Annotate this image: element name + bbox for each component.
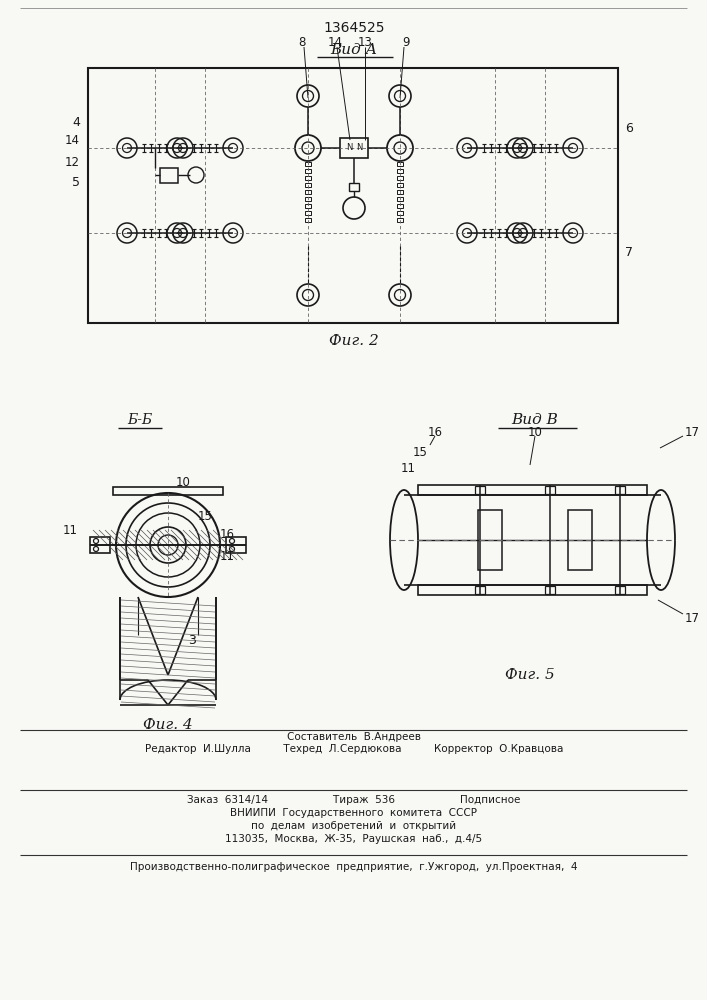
Text: 11: 11 bbox=[63, 524, 78, 536]
Text: 11: 11 bbox=[400, 462, 416, 475]
Bar bbox=[226, 537, 246, 553]
Bar bbox=[397, 211, 403, 215]
Text: N: N bbox=[356, 143, 362, 152]
Bar bbox=[397, 204, 403, 208]
Bar bbox=[160, 168, 178, 183]
Text: N: N bbox=[346, 143, 352, 152]
Text: Фиг. 5: Фиг. 5 bbox=[505, 668, 555, 682]
Bar bbox=[418, 585, 647, 595]
Bar bbox=[113, 487, 223, 495]
Text: ВНИИПИ  Государственного  комитета  СССР: ВНИИПИ Государственного комитета СССР bbox=[230, 808, 477, 818]
Text: по  делам  изобретений  и  открытий: по делам изобретений и открытий bbox=[252, 821, 457, 831]
Text: 4: 4 bbox=[72, 116, 80, 129]
Text: 11: 11 bbox=[220, 550, 235, 564]
Bar bbox=[397, 162, 403, 166]
Bar bbox=[305, 204, 311, 208]
Text: Производственно-полиграфическое  предприятие,  г.Ужгород,  ул.Проектная,  4: Производственно-полиграфическое предприя… bbox=[130, 862, 578, 872]
Text: 8: 8 bbox=[298, 35, 305, 48]
Bar bbox=[305, 183, 311, 187]
Text: 9: 9 bbox=[402, 35, 410, 48]
Text: 6: 6 bbox=[625, 121, 633, 134]
Text: 15: 15 bbox=[198, 510, 213, 524]
Bar bbox=[568, 510, 592, 570]
Bar bbox=[615, 486, 625, 494]
Text: Фиг. 4: Фиг. 4 bbox=[143, 718, 193, 732]
Text: 3: 3 bbox=[188, 634, 196, 647]
Text: 17: 17 bbox=[685, 611, 700, 624]
Text: Вид А: Вид А bbox=[330, 43, 378, 57]
Text: 13: 13 bbox=[358, 35, 373, 48]
Text: Составитель  В.Андреев: Составитель В.Андреев bbox=[287, 732, 421, 742]
Bar bbox=[615, 586, 625, 594]
Text: 1364525: 1364525 bbox=[323, 21, 385, 35]
Bar bbox=[90, 537, 110, 553]
Text: 16: 16 bbox=[428, 426, 443, 438]
Bar bbox=[305, 197, 311, 201]
Bar bbox=[305, 162, 311, 166]
Bar bbox=[340, 138, 368, 158]
Text: 14: 14 bbox=[327, 35, 342, 48]
Bar bbox=[397, 176, 403, 180]
Text: 15: 15 bbox=[413, 446, 428, 458]
Text: Редактор  И.Шулла          Техред  Л.Сердюкова          Корректор  О.Кравцова: Редактор И.Шулла Техред Л.Сердюкова Корр… bbox=[145, 744, 563, 754]
Bar bbox=[305, 169, 311, 173]
Bar bbox=[397, 197, 403, 201]
Text: 16: 16 bbox=[220, 528, 235, 542]
Text: 113035,  Москва,  Ж-35,  Раушская  наб.,  д.4/5: 113035, Москва, Ж-35, Раушская наб., д.4… bbox=[226, 834, 483, 844]
Bar bbox=[305, 218, 311, 222]
Bar bbox=[397, 183, 403, 187]
Bar bbox=[545, 586, 555, 594]
Text: 7: 7 bbox=[625, 246, 633, 259]
Bar bbox=[475, 586, 485, 594]
Bar bbox=[397, 218, 403, 222]
Bar bbox=[397, 169, 403, 173]
Text: 14: 14 bbox=[65, 133, 80, 146]
Bar bbox=[478, 510, 502, 570]
Text: 12: 12 bbox=[65, 156, 80, 169]
Text: Б-Б: Б-Б bbox=[127, 413, 153, 427]
Bar bbox=[545, 486, 555, 494]
Bar bbox=[418, 485, 647, 495]
Text: Заказ  6314/14                    Тираж  536                    Подписное: Заказ 6314/14 Тираж 536 Подписное bbox=[187, 795, 520, 805]
Text: 10: 10 bbox=[527, 426, 542, 438]
Bar bbox=[305, 176, 311, 180]
Bar bbox=[397, 190, 403, 194]
Text: Фиг. 2: Фиг. 2 bbox=[329, 334, 379, 348]
Text: 10: 10 bbox=[176, 477, 191, 489]
Bar bbox=[305, 211, 311, 215]
Text: 17: 17 bbox=[685, 426, 700, 438]
Text: Вид В: Вид В bbox=[512, 413, 559, 427]
Bar bbox=[305, 190, 311, 194]
Bar bbox=[88, 68, 618, 323]
Text: 5: 5 bbox=[72, 176, 80, 190]
Bar bbox=[349, 183, 359, 191]
Bar bbox=[475, 486, 485, 494]
